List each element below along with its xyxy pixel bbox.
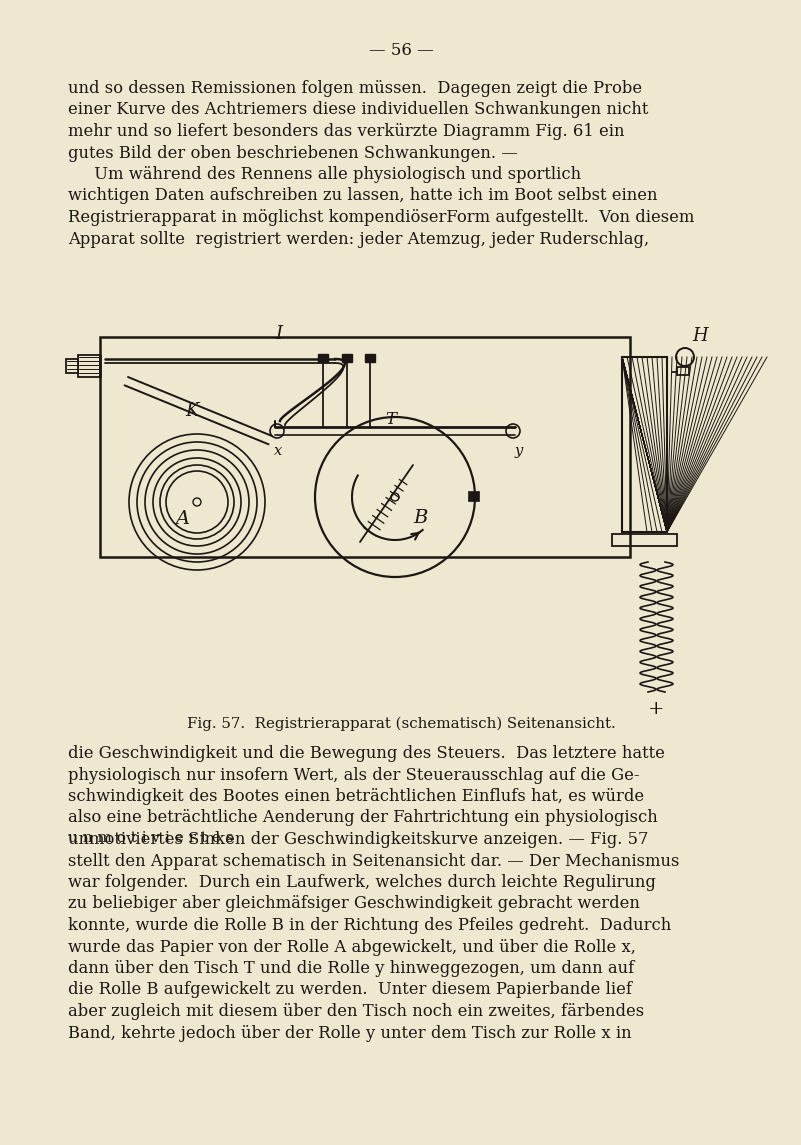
Text: H: H — [692, 327, 708, 345]
Bar — [612, 534, 677, 546]
Bar — [318, 354, 328, 362]
Text: und so dessen Remissionen folgen müssen.  Dagegen zeigt die Probe: und so dessen Remissionen folgen müssen.… — [68, 80, 642, 97]
Text: T: T — [385, 411, 396, 428]
Text: +: + — [648, 700, 664, 718]
Text: konnte, wurde die Rolle B in der Richtung des Pfeiles gedreht.  Dadurch: konnte, wurde die Rolle B in der Richtun… — [68, 917, 671, 934]
Text: war folgender.  Durch ein Laufwerk, welches durch leichte Regulirung: war folgender. Durch ein Laufwerk, welch… — [68, 874, 656, 891]
Text: Band, kehrte jedoch über der Rolle y unter dem Tisch zur Rolle x in: Band, kehrte jedoch über der Rolle y unt… — [68, 1025, 632, 1042]
Text: wichtigen Daten aufschreiben zu lassen, hatte ich im Boot selbst einen: wichtigen Daten aufschreiben zu lassen, … — [68, 188, 658, 205]
Bar — [622, 357, 667, 532]
Text: gutes Bild der oben beschriebenen Schwankungen. —: gutes Bild der oben beschriebenen Schwan… — [68, 144, 517, 161]
Text: also eine beträchtliche Aenderung der Fahrtrichtung ein physiologisch: also eine beträchtliche Aenderung der Fa… — [68, 810, 658, 827]
Bar — [365, 354, 375, 362]
Bar — [677, 368, 689, 376]
Text: Fig. 57.  Registrierapparat (schematisch) Seitenansicht.: Fig. 57. Registrierapparat (schematisch)… — [187, 717, 615, 732]
Text: physiologisch nur insofern Wert, als der Steuerausschlag auf die Ge-: physiologisch nur insofern Wert, als der… — [68, 766, 639, 783]
Bar — [66, 360, 78, 373]
Text: A: A — [175, 510, 189, 528]
Text: B: B — [413, 510, 428, 527]
Text: unmotiviertes Sinken der Geschwindigkeitskurve anzeigen. — Fig. 57: unmotiviertes Sinken der Geschwindigkeit… — [68, 831, 648, 848]
Text: y: y — [515, 444, 523, 458]
Text: dann über den Tisch T und die Rolle y hinweggezogen, um dann auf: dann über den Tisch T und die Rolle y hi… — [68, 960, 634, 977]
Text: — 56 —: — 56 — — [368, 42, 433, 60]
Text: schwindigkeit des Bootes einen beträchtlichen Einflufs hat, es würde: schwindigkeit des Bootes einen beträchtl… — [68, 788, 644, 805]
Text: K: K — [185, 402, 199, 420]
Text: mehr und so liefert besonders das verkürzte Diagramm Fig. 61 ein: mehr und so liefert besonders das verkür… — [68, 123, 625, 140]
Text: die Geschwindigkeit und die Bewegung des Steuers.  Das letztere hatte: die Geschwindigkeit und die Bewegung des… — [68, 745, 665, 763]
Text: stellt den Apparat schematisch in Seitenansicht dar. — Der Mechanismus: stellt den Apparat schematisch in Seiten… — [68, 853, 679, 869]
Text: Um während des Rennens alle physiologisch und sportlich: Um während des Rennens alle physiologisc… — [68, 166, 581, 183]
Text: aber zugleich mit diesem über den Tisch noch ein zweites, färbendes: aber zugleich mit diesem über den Tisch … — [68, 1003, 644, 1020]
Text: x: x — [274, 444, 282, 458]
Bar — [342, 354, 352, 362]
Text: I: I — [275, 325, 282, 343]
Text: einer Kurve des Achtriemers diese individuellen Schwankungen nicht: einer Kurve des Achtriemers diese indivi… — [68, 102, 648, 118]
Text: u n m o t i v i e r t e s: u n m o t i v i e r t e s — [68, 831, 234, 845]
Text: Apparat sollte  registriert werden: jeder Atemzug, jeder Ruderschlag,: Apparat sollte registriert werden: jeder… — [68, 230, 649, 247]
Text: wurde das Papier von der Rolle A abgewickelt, und über die Rolle x,: wurde das Papier von der Rolle A abgewic… — [68, 939, 636, 955]
Bar — [78, 355, 100, 377]
Text: die Rolle B aufgewickelt zu werden.  Unter diesem Papierbande lief: die Rolle B aufgewickelt zu werden. Unte… — [68, 981, 632, 998]
Text: Registrierapparat in möglichst kompendiöserForm aufgestellt.  Von diesem: Registrierapparat in möglichst kompendiö… — [68, 210, 694, 226]
Bar — [100, 337, 630, 556]
Bar — [468, 491, 479, 502]
Text: zu beliebiger aber gleichmäfsiger Geschwindigkeit gebracht werden: zu beliebiger aber gleichmäfsiger Geschw… — [68, 895, 640, 913]
